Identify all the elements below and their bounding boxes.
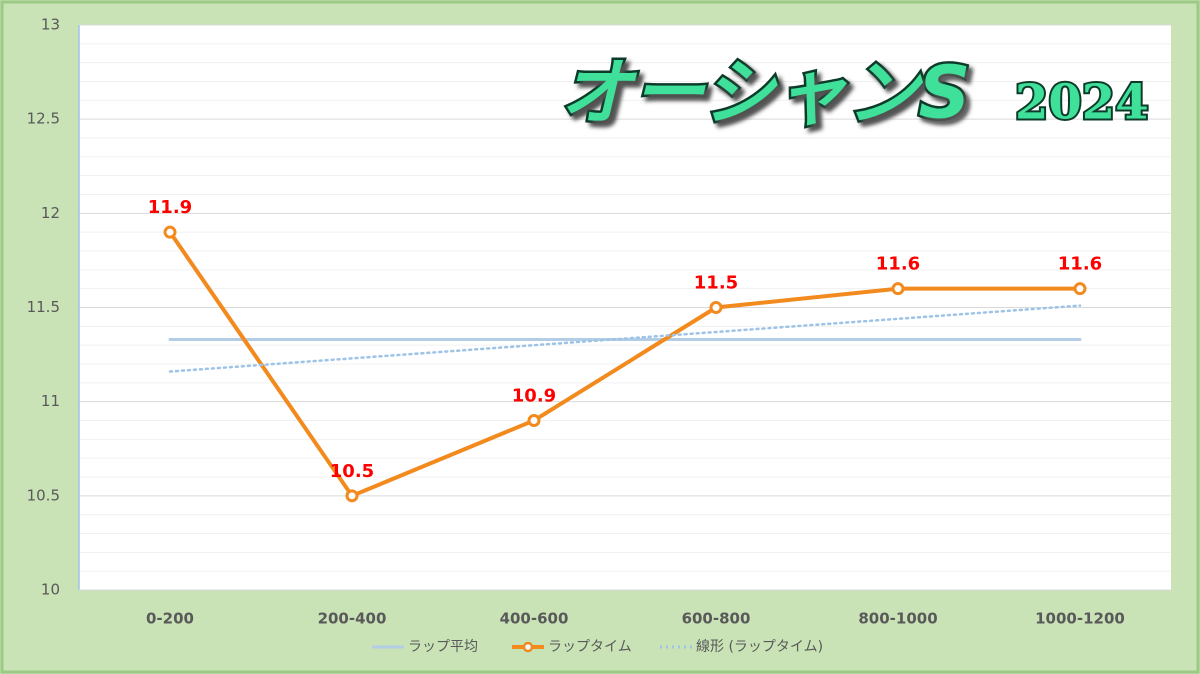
series-line xyxy=(168,230,1082,499)
series-line xyxy=(168,304,1082,373)
x-tick-label: 0-200 xyxy=(146,610,194,628)
data-label: 10.9 xyxy=(512,386,556,407)
point xyxy=(527,414,541,427)
x-tick-label: 400-600 xyxy=(500,610,569,628)
y-tick-label: 11 xyxy=(41,392,60,410)
legend-label: 線形 (ラップタイム) xyxy=(696,639,823,655)
data-label: 11.6 xyxy=(1058,254,1102,275)
y-tick-label: 11.5 xyxy=(27,298,60,316)
data-label: 11.9 xyxy=(148,197,192,218)
y-tick-label: 10 xyxy=(41,581,60,599)
data-label: 11.5 xyxy=(694,273,738,294)
point xyxy=(891,282,905,296)
data-label: 11.6 xyxy=(876,254,920,275)
chart-title: オーシャンS xyxy=(560,51,970,135)
y-tick-label: 12 xyxy=(41,204,60,222)
x-tick-label: 600-800 xyxy=(682,610,751,628)
legend-marker xyxy=(522,641,534,653)
point xyxy=(1073,282,1087,296)
point xyxy=(163,225,177,239)
legend-label: ラップタイム xyxy=(548,639,632,655)
point xyxy=(345,489,359,503)
x-tick-label: 1000-1200 xyxy=(1035,610,1125,628)
y-tick-label: 10.5 xyxy=(27,486,60,504)
x-tick-label: 800-1000 xyxy=(858,610,937,628)
y-tick-label: 13 xyxy=(41,16,60,34)
x-tick-label: 200-400 xyxy=(318,610,387,628)
y-tick-label: 12.5 xyxy=(27,110,60,128)
legend-label: ラップ平均 xyxy=(408,639,478,655)
data-label: 10.5 xyxy=(330,461,374,482)
chart-title-year: 2024 xyxy=(1015,75,1149,131)
point xyxy=(709,301,723,314)
